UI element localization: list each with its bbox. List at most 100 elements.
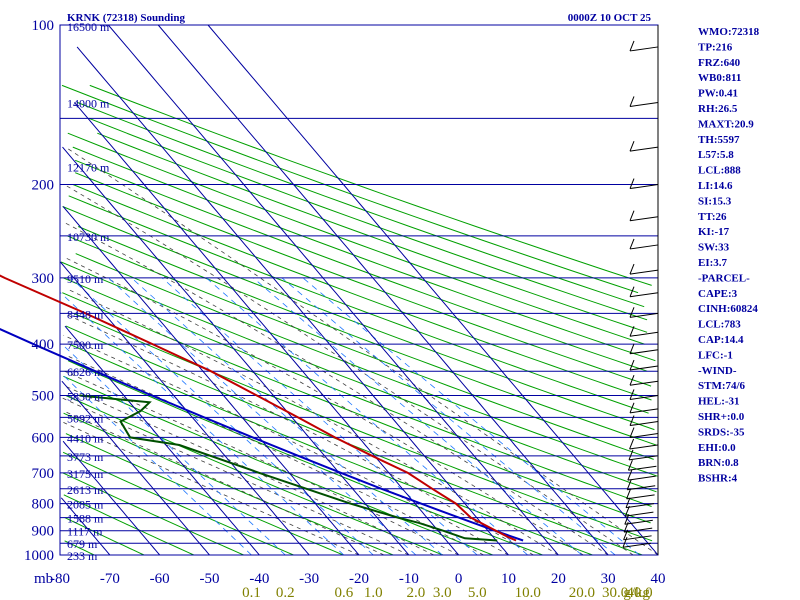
stat-line: WB0:811 <box>698 72 741 84</box>
wind-barb-flag <box>629 263 635 275</box>
temperature-tick-label: 40 <box>651 571 666 587</box>
stat-line: SW:33 <box>698 242 730 254</box>
mixing-ratio-tick-label: 40.0 <box>626 585 652 600</box>
wind-barb-flag <box>623 521 629 533</box>
mixing-ratio-line <box>131 277 443 556</box>
wind-barb-flag <box>629 359 635 371</box>
stat-line: CINH:60824 <box>698 303 758 315</box>
wind-barb-flag <box>627 469 633 481</box>
stat-line: -WIND- <box>698 365 737 377</box>
wind-barb <box>625 511 654 517</box>
dry-adiabat <box>75 253 658 477</box>
moist-adiabat <box>64 370 459 556</box>
dewpoint-trace <box>79 394 498 542</box>
moist-adiabat <box>65 385 434 556</box>
wind-barb-flag <box>624 505 630 517</box>
wind-barb-flag <box>629 343 635 354</box>
stat-line: LFC:-1 <box>698 349 733 361</box>
isotherm <box>60 261 310 556</box>
stat-line: SI:15.3 <box>698 195 732 207</box>
isotherm <box>207 24 659 556</box>
dry-adiabat <box>77 101 645 308</box>
height-label: 5830 m <box>67 389 104 403</box>
mixing-ratio-unit-label: g/kg <box>623 585 650 600</box>
wind-barb <box>629 184 659 190</box>
mixing-ratio-tick-label: 3.0 <box>433 585 452 600</box>
wind-barb <box>624 527 653 533</box>
wind-barb <box>627 485 656 491</box>
wind-barb-flag <box>629 286 635 297</box>
temperature-tick-label: 10 <box>501 571 516 587</box>
temperature-tick-label: 20 <box>551 571 566 587</box>
sounding-traces <box>0 274 524 542</box>
dry-adiabat <box>75 159 648 372</box>
stat-line: -PARCEL- <box>698 272 750 284</box>
wind-barb-flag <box>629 375 635 386</box>
stat-line: HEL:-31 <box>698 396 740 408</box>
isotherm <box>61 380 210 556</box>
dry-adiabat <box>67 360 543 556</box>
stat-line: FRZ:640 <box>698 57 741 69</box>
temperature-tick-label: -10 <box>399 571 419 587</box>
mixing-ratio-tick-label: 30.0 <box>602 585 628 600</box>
mixing-ratio-tick-label: 10.0 <box>515 585 541 600</box>
wind-barb-flag <box>626 488 632 500</box>
wind-barb-flag <box>629 178 635 189</box>
mixing-ratio-line <box>206 277 528 556</box>
wind-barb <box>629 244 659 250</box>
wind-barb <box>629 365 659 371</box>
mixing-ratio-tick-label: 0.1 <box>242 585 261 600</box>
temperature-tick-label: -50 <box>200 571 220 587</box>
wind-barb-flag <box>629 40 635 52</box>
wind-barb <box>629 46 659 52</box>
stat-line: KI:-17 <box>698 226 730 238</box>
wind-barb <box>629 349 659 355</box>
moist-adiabat <box>63 184 634 556</box>
stat-line: TH:5597 <box>698 134 740 146</box>
isotherm <box>60 497 111 556</box>
height-label: 8448 m <box>67 307 104 321</box>
moist-adiabat <box>65 257 584 556</box>
dry-adiabat <box>63 494 195 556</box>
wind-barb <box>629 146 659 152</box>
height-label: 6626 m <box>67 365 104 379</box>
isotherm <box>64 325 260 556</box>
temperature-tick-label: 30 <box>601 571 616 587</box>
dry-adiabat <box>67 235 654 460</box>
wind-barb <box>622 542 652 548</box>
height-label: 233 m <box>67 549 98 563</box>
sounding-time: 0000Z 10 OCT 25 <box>568 12 652 24</box>
mixing-ratio-tick-label: 20.0 <box>569 585 595 600</box>
wind-barb-flag <box>626 479 632 490</box>
wind-barb <box>628 465 657 471</box>
moist-adiabat <box>61 421 360 556</box>
wind-barb <box>625 503 655 509</box>
wind-barb <box>629 216 659 222</box>
temperature-tick-label: -60 <box>150 571 170 587</box>
pressure-tick-label: 300 <box>32 271 55 287</box>
temperature-tick-label: -40 <box>249 571 269 587</box>
dry-adiabat <box>64 517 145 556</box>
height-label: 679 m <box>67 537 98 551</box>
wind-barb <box>629 269 659 275</box>
moist-adiabat <box>61 397 409 556</box>
pressure-tick-label: 200 <box>32 178 55 194</box>
moist-adiabat <box>65 146 659 556</box>
dry-adiabat <box>68 195 649 414</box>
isotherm <box>62 146 410 556</box>
temperature-tick-label: -70 <box>100 571 120 587</box>
temperature-tick-label: 0 <box>455 571 463 587</box>
pressure-tick-label: 1000 <box>24 548 54 564</box>
moist-adiabat <box>67 288 559 556</box>
pressure-tick-label: 400 <box>32 337 55 353</box>
mixing-ratio-line <box>302 277 640 556</box>
stat-line: RH:26.5 <box>698 103 738 115</box>
wind-barb <box>629 292 659 298</box>
stat-line: LCL:783 <box>698 319 741 331</box>
dry-adiabat <box>67 132 645 345</box>
moist-adiabat <box>63 410 385 556</box>
wind-barb-flag <box>629 140 635 152</box>
wind-barb <box>629 394 659 400</box>
wind-barb-flag <box>629 307 635 318</box>
